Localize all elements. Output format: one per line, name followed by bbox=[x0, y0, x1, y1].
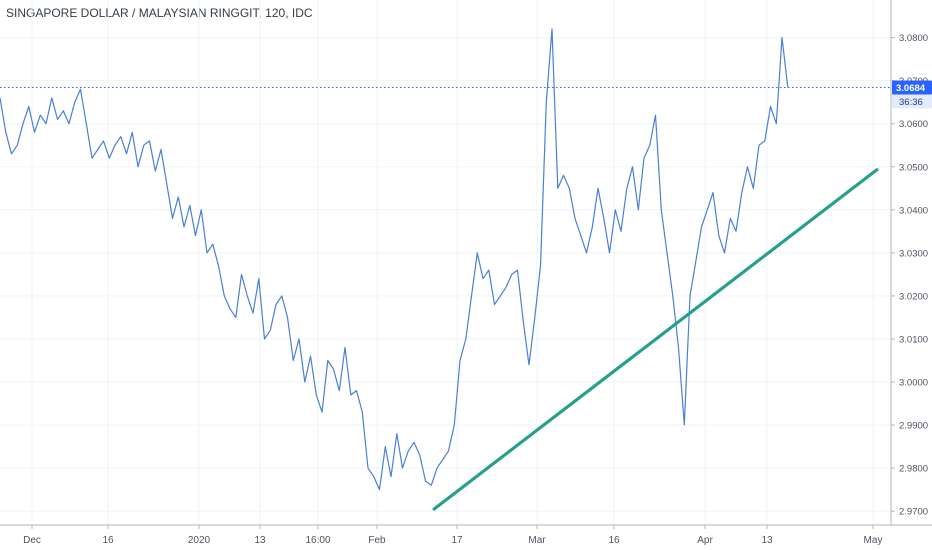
y-tick-label: 3.0400 bbox=[899, 205, 928, 216]
x-tick-label: Apr bbox=[697, 535, 713, 546]
x-tick-label: 16 bbox=[608, 535, 620, 546]
last-price-value: 3.0684 bbox=[896, 83, 926, 94]
trendline[interactable] bbox=[432, 168, 879, 511]
x-tick-label: 13 bbox=[761, 535, 773, 546]
price-line[interactable] bbox=[0, 28, 789, 491]
y-tick-label: 3.0000 bbox=[899, 378, 928, 389]
price-series[interactable] bbox=[0, 28, 789, 491]
y-tick-label: 3.0800 bbox=[899, 33, 928, 44]
y-tick-label: 2.9800 bbox=[899, 464, 928, 475]
x-tick-label: 16 bbox=[102, 535, 114, 546]
trendline-segment[interactable] bbox=[432, 168, 879, 511]
x-tick-label: 13 bbox=[254, 535, 266, 546]
y-tick-label: 3.0300 bbox=[899, 248, 928, 259]
time-axis[interactable]: Dec 16 2020 13 16:00 Feb 17 Mar 16 Apr 13 May bbox=[23, 525, 882, 546]
y-tick-label: 2.9700 bbox=[899, 507, 928, 518]
x-tick-label: Dec bbox=[23, 535, 41, 546]
x-tick-label: 17 bbox=[451, 535, 463, 546]
x-tick-label: Feb bbox=[368, 535, 386, 546]
y-tick-label: 2.9900 bbox=[899, 421, 928, 432]
y-tick-label: 3.0600 bbox=[899, 119, 928, 130]
countdown-badge bbox=[892, 94, 932, 109]
y-tick-label: 3.0100 bbox=[899, 334, 928, 345]
countdown-value: 36:36 bbox=[899, 97, 923, 108]
last-price-badge bbox=[892, 80, 932, 95]
y-tick-label: 3.0200 bbox=[899, 291, 928, 302]
x-tick-label: Mar bbox=[528, 535, 546, 546]
x-tick-label: 2020 bbox=[188, 535, 211, 546]
y-tick-label: 3.0500 bbox=[899, 162, 928, 173]
x-tick-label: 16:00 bbox=[305, 535, 330, 546]
x-tick-label: May bbox=[864, 535, 883, 546]
last-price-marker: 3.0684 36:36 bbox=[0, 80, 932, 109]
chart-title: SINGAPORE DOLLAR / MALAYSIAN RINGGIT, 12… bbox=[6, 6, 313, 20]
